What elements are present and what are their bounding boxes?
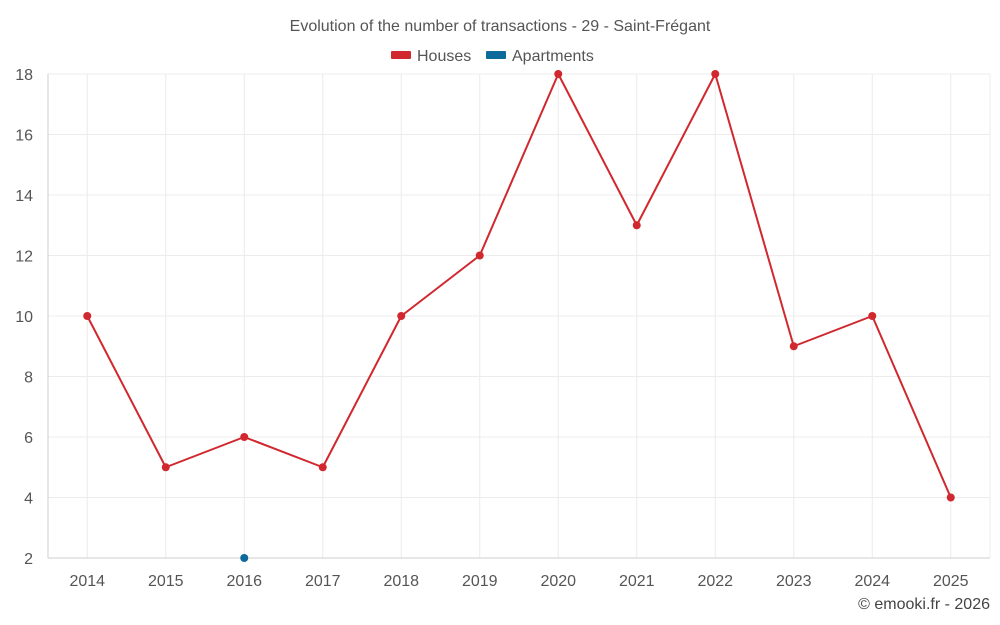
legend-swatch-apartments (486, 51, 506, 59)
data-point-houses[interactable] (554, 70, 563, 78)
x-tick-label: 2014 (69, 573, 105, 590)
y-tick-label: 10 (15, 309, 33, 326)
x-tick-label: 2018 (383, 573, 419, 590)
x-tick-label: 2019 (462, 573, 498, 590)
credit-text: © emooki.fr - 2026 (858, 596, 990, 613)
series-apartments (240, 554, 249, 562)
chart-title: Evolution of the number of transactions … (290, 18, 711, 35)
series (83, 70, 955, 562)
x-tick-label: 2024 (854, 573, 890, 590)
data-point-houses[interactable] (161, 463, 170, 472)
data-point-houses[interactable] (711, 70, 720, 78)
data-point-houses[interactable] (868, 312, 877, 320)
grid (48, 73, 990, 558)
series-houses (83, 70, 955, 502)
data-point-houses[interactable] (397, 312, 406, 320)
y-tick-label: 2 (24, 551, 33, 568)
y-tick-label: 14 (15, 188, 33, 205)
data-point-houses[interactable] (946, 493, 955, 502)
data-point-houses[interactable] (240, 433, 249, 441)
data-point-houses[interactable] (83, 312, 92, 320)
data-point-apartments[interactable] (240, 554, 249, 562)
legend: Houses Apartments (391, 48, 594, 65)
y-tick-label: 6 (24, 430, 33, 447)
axes: 2 4 6 8 10 12 14 16 18 2014 2015 2016 2017 2018 2019 20… (15, 67, 991, 590)
x-tick-label: 2015 (148, 573, 184, 590)
x-tick-label: 2016 (226, 573, 262, 590)
x-tick-label: 2021 (619, 573, 655, 590)
x-tick-label: 2022 (697, 573, 733, 590)
legend-swatch-houses (391, 51, 411, 59)
y-tick-label: 16 (15, 128, 33, 145)
data-point-houses[interactable] (789, 342, 798, 351)
y-tick-label: 4 (24, 491, 33, 508)
data-point-houses[interactable] (475, 251, 484, 260)
x-tick-label: 2023 (776, 573, 812, 590)
y-tick-label: 12 (15, 249, 33, 266)
series-line-houses (86, 73, 952, 498)
x-tick-label: 2020 (540, 573, 576, 590)
x-tick-label: 2017 (305, 573, 341, 590)
legend-label-apartments[interactable]: Apartments (512, 48, 594, 65)
y-tick-label: 18 (15, 67, 33, 84)
data-point-houses[interactable] (632, 221, 641, 230)
legend-label-houses[interactable]: Houses (417, 48, 471, 65)
x-tick-label: 2025 (933, 573, 969, 590)
data-point-houses[interactable] (318, 463, 327, 472)
y-tick-label: 8 (24, 370, 33, 387)
